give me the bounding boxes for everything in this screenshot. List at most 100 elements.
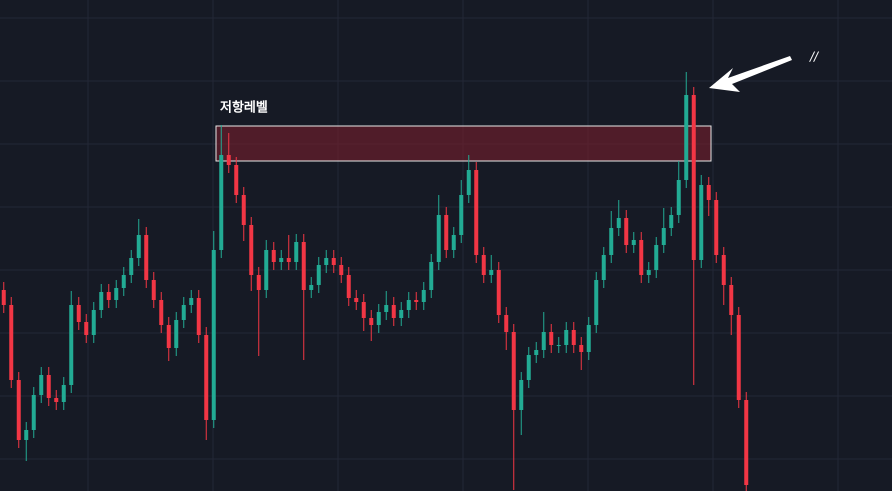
candle-body: [9, 305, 14, 380]
candle-body: [624, 218, 629, 245]
candle-body: [121, 275, 126, 288]
candle-body: [354, 298, 359, 302]
candle-body: [234, 165, 239, 195]
candle-body: [189, 298, 194, 305]
candle-body: [744, 400, 749, 485]
candle-body: [571, 330, 576, 345]
candle-body: [391, 305, 396, 318]
candle-body: [691, 95, 696, 260]
candle-body: [241, 195, 246, 225]
candle-body: [174, 320, 179, 348]
candle-body: [144, 235, 149, 280]
candle-body: [654, 245, 659, 270]
candle-body: [24, 430, 29, 440]
candle-body: [339, 265, 344, 275]
candle-body: [676, 180, 681, 215]
candle-body: [69, 305, 74, 385]
candle-body: [616, 218, 621, 228]
candle-body: [294, 242, 299, 262]
candle-body: [504, 315, 509, 332]
resistance-zone: [215, 125, 712, 162]
candle-body: [474, 170, 479, 255]
candle-body: [519, 380, 524, 410]
candle-body: [579, 345, 584, 352]
candle-body: [346, 275, 351, 298]
candle-body: [526, 355, 531, 380]
candle-body: [661, 228, 666, 245]
candle-body: [721, 255, 726, 285]
candle-body: [271, 250, 276, 262]
candle-body: [706, 185, 711, 200]
candle-body: [421, 290, 426, 302]
candle-body: [444, 215, 449, 250]
candle-body: [211, 250, 216, 420]
candle-body: [181, 305, 186, 320]
candle-body: [646, 270, 651, 275]
candle-body: [699, 185, 704, 260]
candle-body: [361, 302, 366, 318]
candle-body: [39, 375, 44, 395]
candles: [1, 72, 749, 491]
candle-body: [301, 242, 306, 290]
candle-body: [331, 258, 336, 265]
candle-body: [436, 215, 441, 262]
candle-body: [106, 292, 111, 300]
candle-body: [316, 265, 321, 285]
candle-body: [204, 335, 209, 420]
candle-body: [406, 300, 411, 310]
candle-body: [459, 195, 464, 235]
candle-body: [226, 155, 231, 165]
candle-body: [76, 305, 81, 322]
candle-body: [466, 170, 471, 195]
candle-body: [84, 322, 89, 335]
candle-body: [129, 258, 134, 275]
candle-body: [586, 325, 591, 352]
candle-body: [256, 275, 261, 290]
candle-body: [99, 292, 104, 310]
candle-body: [399, 310, 404, 318]
candle-body: [286, 258, 291, 262]
candle-body: [481, 255, 486, 275]
candle-body: [534, 350, 539, 355]
candle-body: [541, 332, 546, 350]
candle-body: [489, 270, 494, 275]
candle-body: [309, 285, 314, 290]
candle-body: [429, 262, 434, 290]
candle-body: [496, 270, 501, 315]
annotation: //: [809, 50, 820, 64]
candle-body: [279, 258, 284, 262]
candle-body: [219, 155, 224, 250]
candle-body: [54, 398, 59, 402]
candle-body: [46, 375, 51, 398]
candle-body: [594, 280, 599, 325]
candle-body: [609, 228, 614, 255]
candle-body: [31, 395, 36, 430]
candle-body: [1, 290, 6, 305]
candle-body: [136, 235, 141, 258]
candle-body: [159, 300, 164, 325]
candle-body: [684, 95, 689, 180]
candle-body: [91, 310, 96, 335]
candle-body: [376, 312, 381, 325]
candle-body: [384, 305, 389, 312]
zone-label: 저항레벨: [220, 100, 268, 116]
candle-body: [16, 380, 21, 440]
candle-body: [714, 200, 719, 255]
candle-body: [556, 345, 561, 346]
candle-body: [601, 255, 606, 280]
candle-body: [564, 330, 569, 345]
candle-body: [729, 285, 734, 315]
candle-body: [196, 298, 201, 335]
candle-body: [631, 240, 636, 245]
candle-body: [414, 300, 419, 302]
arrow: [709, 56, 792, 92]
candle-body: [166, 325, 171, 348]
candle-body: [264, 250, 269, 290]
candle-body: [114, 288, 119, 300]
candle-body: [639, 240, 644, 275]
candle-body: [669, 215, 674, 228]
candle-body: [151, 280, 156, 300]
candle-body: [736, 315, 741, 400]
